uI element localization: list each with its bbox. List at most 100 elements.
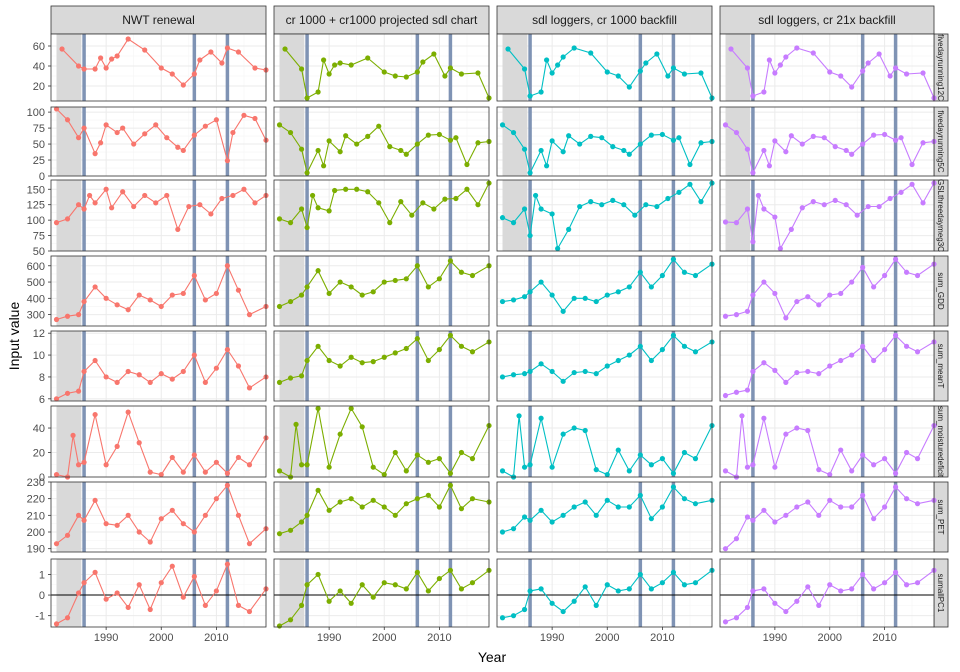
x-tick-label: 1990 xyxy=(94,632,118,644)
x-tick-label: 2010 xyxy=(427,632,451,644)
data-point xyxy=(403,501,409,507)
data-point xyxy=(827,497,833,503)
panel-border xyxy=(496,481,713,553)
data-point xyxy=(527,93,533,99)
data-point xyxy=(538,507,544,513)
data-point xyxy=(626,352,632,358)
data-point xyxy=(81,368,87,375)
data-point xyxy=(81,206,87,212)
y-tick-label: 40 xyxy=(33,423,45,435)
data-point xyxy=(75,135,82,141)
data-point xyxy=(670,470,677,476)
data-point xyxy=(670,137,677,143)
data-point xyxy=(114,302,120,308)
data-point xyxy=(827,363,833,369)
data-point xyxy=(376,200,382,206)
data-point xyxy=(92,284,98,290)
data-point xyxy=(120,125,126,131)
data-point xyxy=(246,312,253,318)
data-point xyxy=(648,586,654,592)
data-point xyxy=(431,51,437,57)
data-point xyxy=(637,343,643,349)
series-line xyxy=(502,182,713,251)
data-point xyxy=(560,149,566,155)
data-point xyxy=(304,284,310,290)
panel xyxy=(719,255,937,327)
data-point xyxy=(654,51,660,57)
data-point xyxy=(403,345,409,352)
data-point xyxy=(125,307,131,313)
data-point xyxy=(276,623,283,629)
data-point xyxy=(337,431,343,437)
panel xyxy=(719,33,937,102)
data-point xyxy=(582,295,588,301)
panel-background xyxy=(51,180,266,251)
data-point xyxy=(532,192,539,199)
data-point xyxy=(53,316,60,323)
data-point xyxy=(447,567,454,573)
data-point xyxy=(876,203,882,210)
data-point xyxy=(287,617,294,623)
data-point xyxy=(92,357,98,364)
data-point xyxy=(882,580,888,586)
data-point xyxy=(626,468,632,474)
data-point xyxy=(469,496,476,502)
data-point xyxy=(681,269,688,275)
panel-border xyxy=(496,405,713,478)
data-point xyxy=(510,129,517,136)
data-point xyxy=(571,45,577,51)
series-line xyxy=(56,484,267,545)
data-point xyxy=(298,519,305,525)
data-point xyxy=(425,284,431,290)
data-point xyxy=(692,501,699,507)
panel xyxy=(273,558,492,629)
data-point xyxy=(365,55,371,61)
data-point xyxy=(838,447,844,453)
y-tick-label: 300 xyxy=(27,310,45,322)
data-point xyxy=(892,569,899,575)
data-point xyxy=(610,197,616,203)
data-point xyxy=(381,580,387,586)
data-point xyxy=(632,212,638,218)
data-point xyxy=(92,569,98,575)
data-point xyxy=(120,189,126,195)
data-point xyxy=(381,504,387,510)
data-point xyxy=(637,269,643,275)
data-point xyxy=(643,60,649,66)
data-point xyxy=(332,187,338,194)
data-point xyxy=(722,619,729,625)
data-point xyxy=(849,352,855,358)
data-point xyxy=(442,73,448,79)
data-point xyxy=(191,272,197,279)
data-point xyxy=(860,141,866,147)
data-point xyxy=(860,571,866,578)
data-point xyxy=(733,389,740,395)
data-point xyxy=(588,199,594,205)
data-point xyxy=(588,133,594,139)
data-point xyxy=(783,431,789,437)
data-point xyxy=(615,73,621,79)
data-point xyxy=(626,84,632,90)
panel xyxy=(496,558,715,628)
panel-background xyxy=(720,406,934,477)
data-point xyxy=(98,55,104,61)
column-strip-label: NWT renewal xyxy=(122,13,194,27)
y-tick-label: 8 xyxy=(39,372,45,384)
y-tick-label: 600 xyxy=(27,261,45,273)
data-point xyxy=(381,471,387,478)
data-point xyxy=(783,54,789,60)
data-point xyxy=(909,181,915,187)
data-point xyxy=(903,343,910,349)
data-point xyxy=(882,346,888,353)
data-point xyxy=(114,379,120,386)
y-tick-label: 100 xyxy=(27,107,45,119)
data-point xyxy=(70,432,76,438)
data-point xyxy=(659,131,665,138)
data-point xyxy=(370,464,376,470)
data-point xyxy=(914,349,921,355)
data-point xyxy=(469,349,476,355)
data-point xyxy=(298,602,305,608)
y-tick-label: 0 xyxy=(39,171,45,183)
data-point xyxy=(103,462,109,468)
panel-background xyxy=(51,34,266,101)
